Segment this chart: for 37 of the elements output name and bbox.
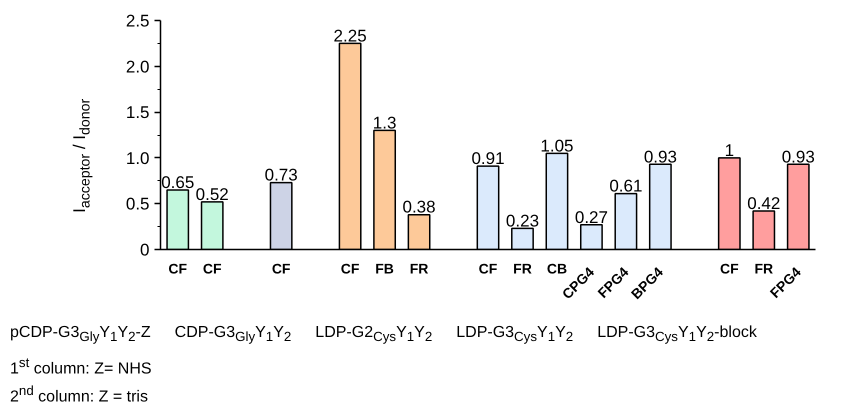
data-label: 0.38 bbox=[402, 198, 436, 217]
x-tick-label: CF bbox=[340, 260, 360, 276]
data-label: 2.25 bbox=[334, 26, 367, 46]
x-tick-label: CF bbox=[202, 260, 222, 276]
text: pCDP-G3$_{Gly}$Y$_{1}$Y$_{2}$-Z bbox=[10, 323, 151, 346]
x-tick-label: FR bbox=[513, 260, 532, 276]
y-tick-label: 0.5 bbox=[126, 194, 150, 214]
y-tick-label: 2.5 bbox=[126, 12, 150, 30]
text: 2$^{nd}$ column: Z = tris bbox=[10, 383, 148, 406]
data-label: 0.93 bbox=[782, 147, 815, 166]
data-label: 0.65 bbox=[161, 172, 194, 192]
data-label: 0.91 bbox=[471, 149, 505, 168]
text: LDP-G3$_{Cys}$Y$_{1}$Y$_{2}$ bbox=[456, 323, 574, 346]
text: 1$^{st}$ column: Z= NHS bbox=[10, 355, 152, 378]
x-tick-label: CF bbox=[272, 260, 291, 276]
data-label: 0.23 bbox=[506, 211, 540, 230]
y-tick-label: 0 bbox=[140, 240, 150, 260]
data-label: 0.61 bbox=[609, 176, 642, 196]
x-tick-label: FR bbox=[410, 260, 428, 276]
data-label: 0.73 bbox=[264, 166, 298, 185]
x-tick-label: CF bbox=[168, 260, 188, 276]
data-label: 0.27 bbox=[574, 208, 608, 227]
x-tick-label: FB bbox=[375, 260, 394, 276]
x-tick-label: CF bbox=[478, 260, 498, 276]
text: CDP-G3$_{Gly}$Y$_{1}$Y$_{2}$ bbox=[174, 323, 292, 346]
y-tick-label: 2.0 bbox=[126, 57, 150, 76]
text: LDP-G2$_{Cys}$Y$_{1}$Y$_{2}$ bbox=[315, 323, 432, 346]
data-label: 0.93 bbox=[644, 147, 677, 166]
data-label: 1.3 bbox=[372, 113, 396, 132]
text: LDP-G3$_{Cys}$Y$_{1}$Y$_{2}$-block bbox=[597, 323, 757, 346]
data-label: 1.05 bbox=[540, 136, 574, 156]
data-label: 1 bbox=[724, 140, 734, 160]
data-label: 0.52 bbox=[196, 184, 229, 204]
y-tick-label: 1.5 bbox=[126, 103, 150, 122]
y-tick-label: 1.0 bbox=[126, 148, 150, 168]
x-tick-label: CF bbox=[720, 260, 740, 276]
data-label: 0.42 bbox=[747, 194, 780, 214]
